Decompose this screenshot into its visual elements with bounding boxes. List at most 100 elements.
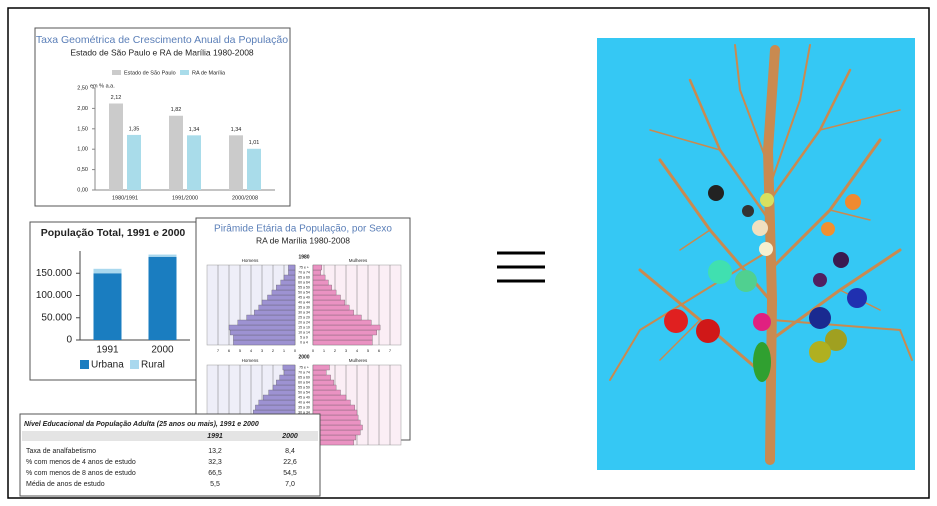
pyramid-bar <box>259 305 295 310</box>
bar-segment <box>94 273 122 340</box>
column-header: 1991 <box>207 433 223 440</box>
ornament <box>821 222 835 236</box>
table-header-bg <box>22 431 318 441</box>
age-label: 40 a 44 <box>298 400 310 404</box>
pyramid-bar <box>254 310 295 315</box>
sky <box>597 38 915 470</box>
age-label: 35 a 39 <box>298 405 310 409</box>
table-cell: 8,4 <box>285 448 295 455</box>
value-label: 1,01 <box>249 140 260 146</box>
column-header: 2000 <box>281 433 298 440</box>
pyramid-bar <box>313 385 336 390</box>
legend-swatch <box>80 360 89 369</box>
age-label: 55 a 59 <box>298 285 310 289</box>
pyramid-bar <box>313 280 328 285</box>
x-tick-label: 1991 <box>96 345 119 356</box>
chart-subtitle: RA de Marília 1980-2008 <box>256 235 350 245</box>
panel-series-label: Mulheres <box>349 358 368 363</box>
chart-title: População Total, 1991 e 2000 <box>41 227 186 239</box>
pyramid-bar <box>313 365 330 370</box>
pyramid-bar <box>313 295 341 300</box>
table-cell: 13,2 <box>208 448 222 455</box>
age-label: 75 e + <box>299 265 309 269</box>
ornament <box>833 252 849 268</box>
age-label: 65 a 69 <box>298 375 310 379</box>
pyramid-bar <box>263 395 295 400</box>
pyramid-bar <box>313 265 322 270</box>
bar <box>109 104 123 190</box>
pyramid-bar <box>313 395 346 400</box>
ornament <box>753 342 771 382</box>
age-label: 45 a 49 <box>298 395 310 399</box>
ornament <box>696 319 720 343</box>
table-cell: 5,5 <box>210 481 220 488</box>
ornament <box>845 194 861 210</box>
ornament <box>760 193 774 207</box>
ornament <box>735 270 757 292</box>
pyramid-bar <box>276 380 295 385</box>
ornament <box>708 185 724 201</box>
age-label: 60 a 64 <box>298 380 310 384</box>
age-label: 15 a 19 <box>298 325 310 329</box>
x-tick-label: 2000/2008 <box>232 195 258 201</box>
row-label: % com menos de 4 anos de estudo <box>26 459 136 466</box>
ornament <box>847 288 867 308</box>
pyramid-bar <box>281 280 295 285</box>
age-label: 50 a 54 <box>298 390 310 394</box>
panel-series-label: Homens <box>242 358 260 363</box>
table-cell: 32,3 <box>208 459 222 466</box>
ornament <box>813 273 827 287</box>
value-label: 1,35 <box>129 126 140 132</box>
legend-label: Estado de São Paulo <box>124 70 176 76</box>
pyramid-bar <box>269 390 295 395</box>
value-label: 1,34 <box>231 127 242 133</box>
pyramid-bar <box>247 315 295 320</box>
bar <box>247 149 261 190</box>
legend-swatch <box>112 70 121 75</box>
ornament <box>753 313 771 331</box>
age-label: 20 a 24 <box>298 320 310 324</box>
panel-series-label: Homens <box>242 258 260 263</box>
ornament <box>742 205 754 217</box>
panel-series-label: Mulheres <box>349 258 368 263</box>
x-tick-label: 1980/1991 <box>112 195 138 201</box>
pyramid-bar <box>313 405 355 410</box>
pyramid-bar <box>288 265 295 270</box>
ornament <box>809 307 831 329</box>
age-label: 60 a 64 <box>298 280 310 284</box>
ornament <box>759 242 773 256</box>
age-label: 50 a 54 <box>298 290 310 294</box>
chart-subtitle: Estado de São Paulo e RA de Marília 1980… <box>70 47 254 57</box>
pyramid-bar <box>313 320 371 325</box>
pyramid-bar <box>313 340 372 345</box>
pyramid-bar <box>238 320 295 325</box>
row-label: % com menos de 8 anos de estudo <box>26 470 136 477</box>
legend-swatch <box>180 70 189 75</box>
pyramid-bar <box>230 330 295 335</box>
pyramid-bar <box>276 285 295 290</box>
pyramid-bar <box>259 400 295 405</box>
bar-segment <box>94 269 122 273</box>
age-label: 70 a 74 <box>298 270 310 274</box>
pyramid-bar <box>268 295 296 300</box>
pyramid-bar <box>280 375 295 380</box>
pyramid-bar <box>262 300 295 305</box>
y-axis-label: em % a.a. <box>90 83 115 89</box>
pyramid-bar <box>313 375 331 380</box>
age-label: 75 e + <box>299 365 309 369</box>
legend-label: Urbana <box>91 360 124 371</box>
pyramid-bar <box>313 275 325 280</box>
pyramid-bar <box>313 370 326 375</box>
pyramid-bar <box>313 325 380 330</box>
pyramid-bar <box>284 370 295 375</box>
pyramid-bar <box>313 390 341 395</box>
legend-label: Rural <box>141 360 165 371</box>
legend-label: RA de Marília <box>192 70 226 76</box>
x-tick-label: 1991/2000 <box>172 195 198 201</box>
x-tick-label: 2000 <box>151 345 174 356</box>
y-tick-label: 1,50 <box>77 126 88 132</box>
pyramid-bar <box>255 405 295 410</box>
pyramid-bar <box>313 270 321 275</box>
pyramid-bar <box>284 275 295 280</box>
table-title: Nível Educacional da População Adulta (2… <box>24 421 259 428</box>
